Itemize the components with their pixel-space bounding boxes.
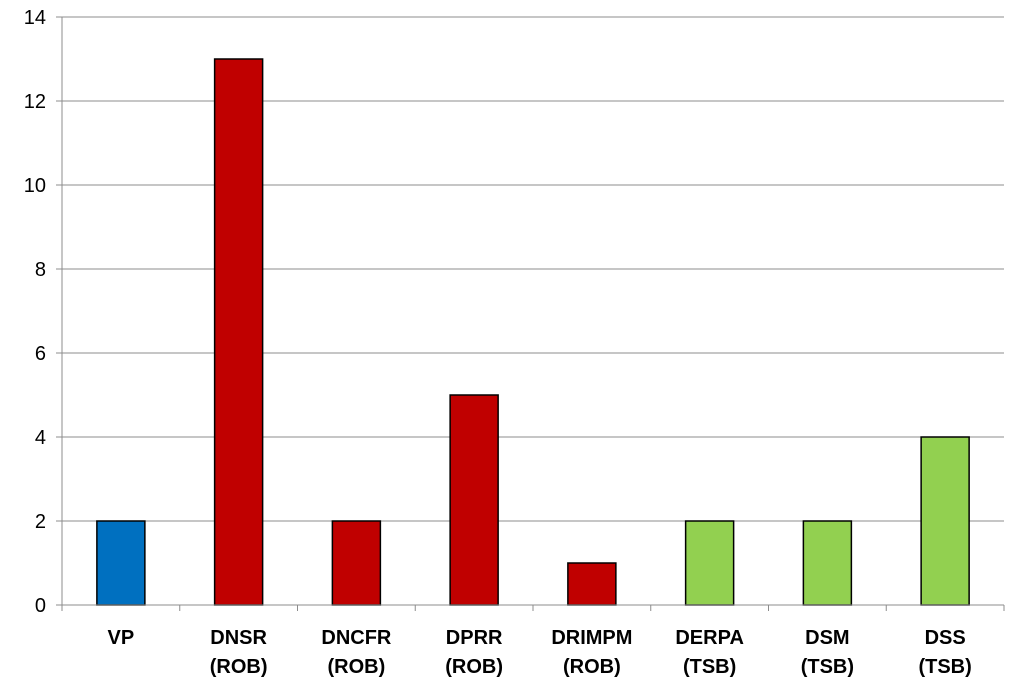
y-tick-label: 14 — [24, 7, 46, 29]
y-tick-label: 12 — [24, 91, 46, 113]
y-tick-label: 10 — [24, 175, 46, 197]
x-category-label-line: (ROB) — [563, 656, 621, 678]
x-category-label-line: VP — [108, 627, 135, 649]
x-category-label-line: (ROB) — [445, 656, 503, 678]
y-tick-label: 2 — [35, 511, 46, 533]
gridlines — [62, 16, 1004, 522]
x-category-label: VP — [108, 627, 135, 649]
bar — [331, 520, 382, 606]
x-category-label-line: DNSR — [210, 627, 267, 649]
bar — [567, 562, 617, 606]
x-category-label-line: DRIMPM — [551, 627, 632, 649]
x-category-label: DERPA (TSB) — [675, 627, 744, 678]
labels: 0 2 4 6 8 10 12 14 VP DNSR (ROB) DNCFR (ROB) DPRR (ROB… — [24, 7, 972, 678]
bar — [684, 520, 735, 606]
x-category-label-line: DERPA — [675, 627, 744, 649]
y-tick-label: 8 — [35, 259, 46, 281]
x-category-label: DRIMPM (ROB) — [551, 627, 632, 678]
bar — [920, 436, 970, 606]
x-category-label: DNCFR (ROB) — [321, 627, 392, 678]
bar — [96, 520, 146, 606]
bar — [449, 394, 499, 606]
x-category-label-line: (ROB) — [327, 656, 385, 678]
x-category-label: DPRR (ROB) — [445, 627, 503, 678]
y-tick-label: 6 — [35, 343, 46, 365]
x-category-label-line: (TSB) — [918, 656, 971, 678]
x-category-label-line: (TSB) — [683, 656, 736, 678]
axes — [56, 16, 1005, 611]
bar — [213, 58, 264, 606]
y-tick-label: 4 — [35, 427, 46, 449]
x-category-label: DSM (TSB) — [801, 627, 854, 678]
bars — [96, 58, 970, 606]
x-category-label-line: DNCFR — [321, 627, 392, 649]
x-category-label-line: DPRR — [446, 627, 503, 649]
y-tick-label: 0 — [35, 595, 46, 617]
bar — [802, 520, 853, 606]
x-category-label-line: DSS — [925, 627, 966, 649]
x-category-label-line: (ROB) — [210, 656, 268, 678]
x-category-label: DSS (TSB) — [918, 627, 971, 678]
x-category-label-line: DSM — [805, 627, 849, 649]
x-category-label-line: (TSB) — [801, 656, 854, 678]
x-category-label: DNSR (ROB) — [210, 627, 268, 678]
